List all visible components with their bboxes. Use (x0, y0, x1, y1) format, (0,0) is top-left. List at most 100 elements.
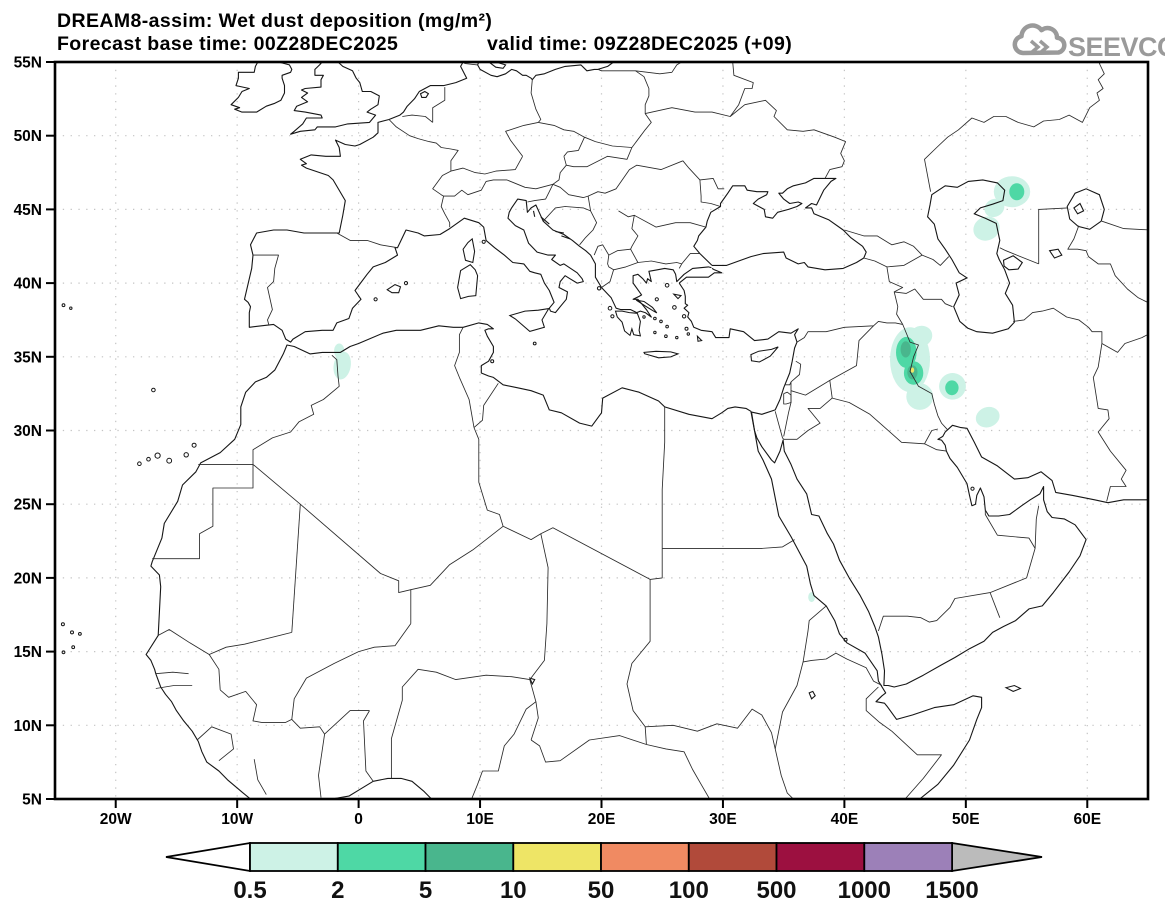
x-axis-tick-label: 0 (354, 811, 363, 828)
small-island (70, 630, 74, 635)
axis-ticks (46, 61, 1089, 808)
coastline (243, 62, 712, 343)
small-island (596, 286, 602, 291)
small-island (373, 297, 378, 302)
colorbar-segment (512, 842, 602, 872)
country-border (450, 156, 523, 175)
country-border (802, 605, 827, 662)
country-border (924, 62, 1105, 192)
country-border (505, 121, 539, 157)
country-border (593, 244, 610, 256)
colorbar-segment (249, 842, 339, 872)
country-border (774, 411, 785, 440)
country-border (607, 248, 639, 271)
country-border (662, 539, 795, 549)
country-border (984, 510, 1036, 593)
small-island (137, 461, 142, 467)
country-border (253, 254, 279, 325)
lake-outline (419, 90, 430, 98)
country-border (682, 160, 721, 207)
dust-patch (1009, 183, 1025, 201)
colorbar-underflow-arrow (165, 841, 251, 873)
colorbar-segment (863, 842, 953, 872)
country-border (208, 654, 221, 690)
country-border (291, 504, 301, 633)
country-border (390, 668, 530, 779)
dust-patch (945, 380, 959, 396)
x-axis-tick-label: 40E (831, 811, 859, 828)
dust-patch (910, 367, 915, 373)
coastline (145, 322, 756, 799)
x-axis-tick-label: 20W (100, 811, 132, 828)
country-border (473, 383, 499, 428)
y-axis-tick-label: 30N (14, 423, 42, 440)
colorbar-boundary-label: 10 (500, 877, 527, 904)
axis-tick-labels: 5N 10N 15N 20N 25N 30N 35N 40N 45N 50N 55N 20W 10W 0 1… (14, 55, 1102, 829)
country-border (291, 623, 412, 720)
country-border (440, 196, 451, 228)
small-island (654, 297, 659, 302)
lake-outline (1048, 248, 1063, 259)
country-border (650, 548, 663, 580)
country-border (538, 121, 632, 148)
country-border (645, 99, 847, 179)
colorbar (165, 841, 1043, 873)
country-border (454, 327, 475, 428)
country-border (530, 701, 539, 741)
coastline (678, 267, 723, 284)
country-border (886, 254, 923, 268)
country-border (157, 629, 292, 655)
country-border (527, 183, 589, 203)
colorbar-segment (336, 842, 427, 872)
country-border (790, 360, 802, 383)
country-border (471, 679, 537, 799)
country-border (1038, 207, 1068, 264)
country-border (1101, 333, 1148, 353)
y-axis-tick-label: 15N (14, 644, 42, 661)
country-border (783, 391, 792, 405)
coastlines-and-borders (60, 62, 1148, 799)
title-line1: DREAM8-assim: Wet dust deposition (mg/m²… (57, 10, 492, 32)
y-axis-tick-label: 5N (22, 792, 42, 809)
small-island (403, 281, 409, 286)
country-border (579, 210, 598, 246)
country-border (219, 689, 262, 723)
country-border (865, 686, 942, 799)
country-border (388, 119, 459, 172)
dust-patch (333, 351, 351, 380)
small-island (69, 306, 73, 310)
country-border (152, 464, 254, 560)
y-axis-tick-label: 20N (14, 570, 42, 587)
coastline (753, 430, 983, 799)
country-border (626, 579, 651, 745)
y-axis-tick-label: 10N (14, 718, 42, 735)
country-border (261, 718, 326, 798)
grid-lines (55, 62, 1148, 799)
country-border (618, 210, 707, 228)
country-border (832, 397, 939, 445)
country-border (783, 380, 833, 440)
small-island (191, 442, 197, 448)
country-border (502, 525, 651, 580)
country-border (844, 229, 950, 266)
country-border (196, 726, 234, 762)
y-axis-tick-label: 35N (14, 349, 42, 366)
small-island (481, 239, 486, 244)
x-axis-tick-label: 10E (466, 811, 494, 828)
colorbar-labels: 0.5 2 5 10 50 100 500 1000 1500 (233, 877, 978, 904)
colorbar-boundary-label: 2 (331, 877, 344, 904)
colorbar-boundary-label: 5 (419, 877, 432, 904)
country-border (796, 320, 903, 343)
country-border (566, 147, 633, 168)
colorbar-boundary-label: 0.5 (233, 877, 266, 904)
x-axis-tick-label: 50E (952, 811, 980, 828)
country-border (681, 253, 700, 265)
lake-outline (808, 690, 816, 700)
small-island (490, 359, 495, 364)
dust-patch (975, 406, 1000, 428)
country-border (601, 269, 615, 288)
x-axis-tick-label: 60E (1073, 811, 1101, 828)
country-border (645, 708, 794, 799)
